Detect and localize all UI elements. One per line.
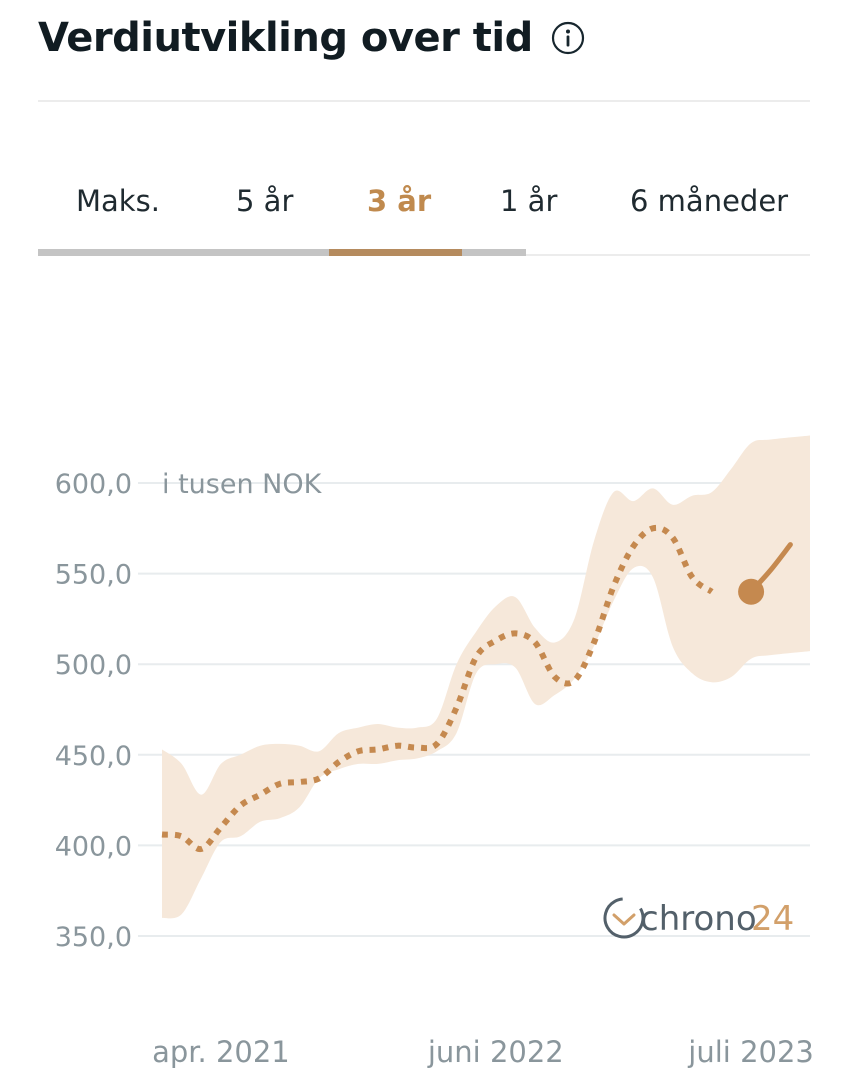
active-tab-indicator: [329, 249, 462, 256]
tabs-scrollbar[interactable]: [38, 249, 526, 256]
confidence-band: [162, 435, 810, 919]
period-tabs: Maks. 5 år 3 år 1 år 6 måneder: [38, 170, 810, 256]
tab-1-year[interactable]: 1 år: [500, 184, 558, 218]
header-divider: [38, 100, 810, 102]
tab-5-years[interactable]: 5 år: [236, 184, 294, 218]
x-tick-label: juni 2022: [427, 1035, 564, 1069]
y-tick-label: 400,0: [55, 831, 132, 862]
tab-max[interactable]: Maks.: [76, 184, 160, 218]
logo-text-24: 24: [751, 899, 794, 939]
unit-label: i tusen NOK: [162, 469, 323, 500]
tab-6-months[interactable]: 6 måneder: [630, 184, 789, 218]
tab-3-years[interactable]: 3 år: [367, 184, 432, 218]
x-tick-label: juli 2023: [687, 1035, 814, 1069]
y-tick-label: 350,0: [55, 922, 132, 953]
page-title: Verdiutvikling over tid: [38, 15, 533, 61]
price-line-dotted: [161, 524, 714, 853]
current-value-marker[interactable]: [738, 578, 765, 605]
y-tick-label: 550,0: [55, 560, 132, 591]
x-tick-label: apr. 2021: [152, 1035, 290, 1069]
y-tick-label: 600,0: [55, 469, 132, 500]
info-circle-icon[interactable]: [551, 21, 585, 55]
logo-text-chrono: chrono: [640, 899, 757, 939]
y-tick-label: 500,0: [55, 650, 132, 681]
y-tick-label: 450,0: [55, 741, 132, 772]
chart-header: Verdiutvikling over tid: [38, 10, 585, 66]
chrono24-logo: chrono 24: [603, 897, 794, 939]
